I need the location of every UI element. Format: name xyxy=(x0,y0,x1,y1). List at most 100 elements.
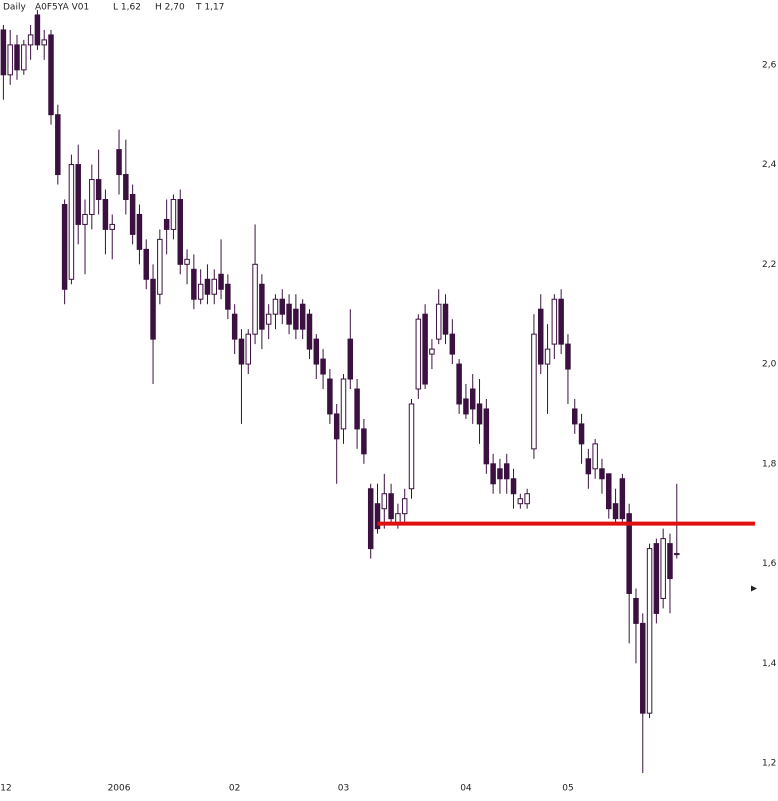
candle-body xyxy=(381,493,388,510)
candle-body xyxy=(626,513,632,594)
candle-body xyxy=(95,179,102,200)
candle-body xyxy=(136,213,143,250)
y-tick-label: 1,4 xyxy=(762,659,777,669)
candle-body xyxy=(116,149,122,176)
candle-body xyxy=(299,303,306,330)
last-price-marker xyxy=(751,585,757,592)
candle-body xyxy=(503,463,510,480)
candle-body xyxy=(469,388,476,410)
candle-body xyxy=(61,203,68,290)
x-tick-label: 2006 xyxy=(108,784,131,794)
candle-body xyxy=(354,388,360,430)
candle-body xyxy=(456,363,462,405)
candle-body xyxy=(129,194,136,235)
x-tick-label: 03 xyxy=(338,784,349,794)
candle-body xyxy=(7,44,13,76)
candle-body xyxy=(408,403,415,490)
candle-body xyxy=(197,283,204,300)
high-label: H 2,70 xyxy=(155,3,185,13)
candle-body xyxy=(218,273,224,290)
candle-body xyxy=(531,333,537,450)
candle-body xyxy=(667,543,673,580)
y-tick-label: 1,2 xyxy=(762,759,776,769)
candle-body xyxy=(327,378,333,415)
candle-body xyxy=(109,223,115,230)
candle-body xyxy=(388,493,394,520)
candle-body xyxy=(585,458,592,475)
candle-body xyxy=(27,34,34,46)
candle-body xyxy=(435,303,442,340)
candle-body xyxy=(320,358,326,375)
candle-body xyxy=(272,298,279,315)
candle-body xyxy=(578,423,585,445)
candle-body xyxy=(123,174,129,200)
candle-body xyxy=(157,238,163,295)
candle-body xyxy=(41,39,47,46)
candle-body xyxy=(367,488,374,550)
candle-body xyxy=(674,553,680,556)
candle-body xyxy=(592,443,598,470)
candle-body xyxy=(55,114,61,176)
candle-body xyxy=(476,403,483,425)
candle-body xyxy=(347,338,354,380)
candle-body xyxy=(340,378,347,430)
low-label: L 1,62 xyxy=(113,3,141,13)
y-tick-label: 2,4 xyxy=(762,160,777,170)
candle-body xyxy=(361,428,367,455)
candle-body xyxy=(204,278,211,295)
candle-body xyxy=(89,179,95,215)
candle-body xyxy=(442,303,449,335)
candle-body xyxy=(524,493,530,505)
x-tick-label: 02 xyxy=(229,784,240,794)
candle-body xyxy=(572,408,578,425)
candle-body xyxy=(245,333,252,365)
candle-body xyxy=(653,543,660,614)
candle-body xyxy=(286,303,292,325)
candle-body xyxy=(14,44,20,71)
candle-body xyxy=(191,268,197,300)
candle-body xyxy=(612,503,619,520)
candle-body xyxy=(640,622,646,714)
candle-body xyxy=(565,343,571,370)
candle-body xyxy=(68,164,75,280)
candle-body xyxy=(401,498,408,515)
candle-body xyxy=(633,597,639,624)
candle-body xyxy=(102,198,109,230)
candle-body xyxy=(48,34,54,116)
x-tick-label: 12 xyxy=(0,784,11,794)
candle-body xyxy=(619,478,626,520)
candle-body xyxy=(510,478,517,495)
candle-body xyxy=(544,348,551,365)
candle-body xyxy=(231,313,238,340)
candle-body xyxy=(82,213,88,225)
candle-body xyxy=(306,313,313,350)
candle-body xyxy=(34,14,41,46)
candle-body xyxy=(374,503,381,530)
candle-body xyxy=(252,263,258,335)
candle-body xyxy=(75,164,81,225)
candle-body xyxy=(558,298,564,345)
symbol: A0F5YA V01 xyxy=(35,3,89,13)
candle-body xyxy=(150,278,156,340)
candle-body xyxy=(170,198,177,230)
candle-body xyxy=(490,463,496,485)
candle-body xyxy=(646,548,653,714)
candle-body xyxy=(429,348,435,355)
candle-body xyxy=(238,338,245,365)
candle-body xyxy=(265,313,272,325)
candle-body xyxy=(517,498,524,505)
candle-body xyxy=(537,308,544,365)
y-tick-label: 2,2 xyxy=(762,260,776,270)
candle-body xyxy=(293,308,299,330)
candle-body xyxy=(497,468,503,480)
candle-body xyxy=(177,198,183,265)
candle-body xyxy=(599,468,605,480)
x-tick-label: 05 xyxy=(562,784,573,794)
y-tick-label: 1,8 xyxy=(762,459,777,469)
candle-body xyxy=(259,283,265,330)
x-tick-label: 04 xyxy=(460,784,472,794)
candle-body xyxy=(422,313,428,385)
y-tick-label: 2,0 xyxy=(762,360,777,370)
candle-body xyxy=(313,338,320,365)
